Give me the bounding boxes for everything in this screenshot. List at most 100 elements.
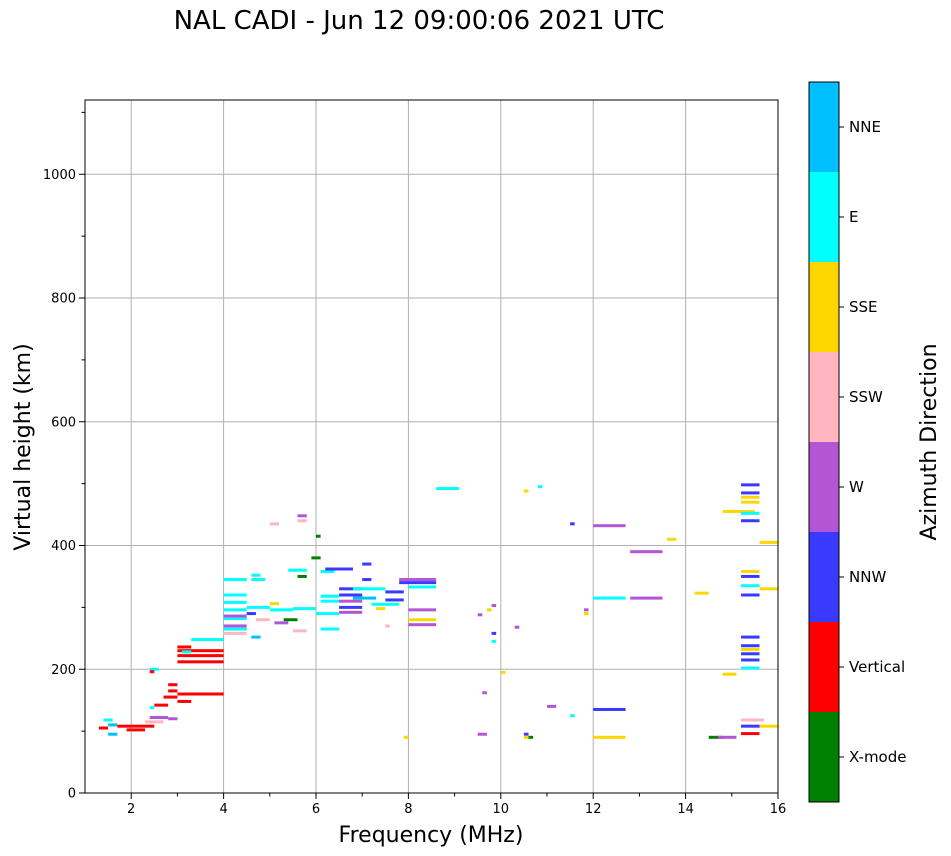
echo-mark-sse [759, 587, 778, 591]
echo-mark-sse [500, 670, 506, 674]
echo-mark-e [251, 578, 266, 582]
echo-mark-nnw [741, 652, 760, 656]
echo-traces [98, 483, 778, 739]
echo-mark-vertical [177, 654, 224, 658]
echo-mark-sse [759, 540, 778, 544]
echo-mark-w [223, 624, 247, 628]
echo-mark-sse [583, 612, 589, 616]
echo-mark-w [630, 596, 663, 600]
echo-mark-e [223, 617, 247, 621]
echo-mark-w [477, 613, 483, 617]
echo-mark-e [288, 568, 307, 572]
echo-mark-x-mode [297, 574, 307, 578]
echo-mark-e [223, 608, 247, 612]
echo-mark-vertical [168, 689, 178, 693]
colorbar-swatch-e [809, 172, 839, 262]
echo-mark-sse [593, 735, 626, 739]
echo-mark-nnw [741, 574, 760, 578]
echo-mark-nnw [741, 635, 760, 639]
y-tick-label: 200 [51, 663, 76, 678]
echo-mark-w [583, 608, 589, 612]
echo-mark-vertical [163, 695, 178, 699]
echo-mark-nnw [246, 612, 256, 616]
echo-mark-nnw [339, 593, 363, 597]
echo-mark-vertical [177, 699, 192, 703]
echo-mark-e [149, 706, 155, 710]
echo-mark-sse [408, 618, 437, 622]
echo-mark-sse [759, 724, 778, 728]
echo-mark-e [371, 602, 400, 606]
colorbar-tick-label: NNE [849, 118, 881, 136]
echo-mark-e [320, 627, 340, 631]
echo-mark-sse [722, 672, 737, 676]
echo-mark-w [514, 625, 520, 629]
echo-mark-sse [269, 602, 280, 606]
y-tick-label: 0 [68, 787, 76, 802]
echo-mark-ssw [385, 624, 390, 628]
colorbar-tick-label: NNW [849, 568, 886, 586]
echo-mark-vertical [168, 683, 178, 687]
echo-mark-e [320, 569, 335, 573]
echo-mark-ssw [297, 519, 307, 523]
echo-mark-e [103, 718, 113, 722]
echo-mark-w [477, 732, 487, 736]
echo-mark-w [149, 716, 169, 720]
echo-mark-vertical [98, 726, 109, 730]
echo-mark-x-mode [283, 618, 298, 622]
echo-mark-nnw [741, 593, 760, 597]
echo-mark-vertical [177, 660, 224, 664]
echo-mark-nnw [741, 483, 760, 487]
colorbar-swatch-vertical [809, 622, 839, 712]
echo-mark-e [741, 584, 760, 588]
echo-mark-sse [667, 537, 677, 541]
colorbar: X-mode Vertical NNW W SSW SSE E NNE [808, 81, 906, 803]
x-tick-label: 6 [312, 802, 320, 817]
echo-mark-e [223, 578, 247, 582]
echo-mark-w [717, 735, 737, 739]
echo-mark-w [223, 614, 247, 618]
y-tick-label: 800 [51, 292, 76, 307]
echo-mark-w [408, 608, 437, 612]
echo-mark-w [297, 514, 307, 518]
echo-mark-vertical [741, 732, 760, 736]
colorbar-label: Azimuth Direction [917, 343, 942, 540]
echo-mark-nnw [339, 605, 363, 609]
echo-mark-nne [251, 635, 261, 639]
colorbar-swatch-w [809, 442, 839, 532]
echo-mark-e [182, 650, 192, 654]
x-tick-label: 16 [770, 802, 787, 817]
echo-mark-w [491, 604, 497, 608]
x-tick-label: 4 [219, 802, 227, 817]
echo-mark-w [399, 578, 437, 582]
echo-mark-nnw [741, 519, 760, 523]
echo-mark-e [316, 612, 340, 616]
colorbar-tick-label: SSW [849, 388, 883, 406]
echo-mark-ssw [255, 618, 270, 622]
echo-mark-e [223, 600, 247, 604]
colorbar-swatch-sse [809, 262, 839, 352]
x-tick-label: 8 [404, 802, 412, 817]
echo-mark-ssw [269, 522, 280, 526]
echo-mark-vertical [177, 649, 224, 653]
colorbar-tick-label: SSE [849, 298, 878, 316]
colorbar-tick-label: E [849, 208, 858, 226]
echo-mark-sse [741, 495, 760, 499]
echo-mark-w [547, 704, 557, 708]
echo-mark-ssw [741, 718, 765, 722]
colorbar-tick-label: Vertical [849, 658, 905, 676]
x-tick-label: 14 [677, 802, 694, 817]
echo-mark-x-mode [708, 735, 723, 739]
echo-mark-e [223, 627, 247, 631]
y-tick-label: 600 [51, 415, 76, 430]
echo-mark-ssw [223, 631, 247, 635]
echo-mark-e [436, 487, 460, 491]
echo-mark-nnw [362, 578, 372, 582]
echo-mark-w [630, 550, 663, 554]
echo-mark-nnw [325, 567, 353, 571]
echo-mark-e [149, 667, 159, 671]
echo-mark-e [191, 638, 224, 642]
echo-mark-e [593, 596, 626, 600]
echo-mark-nnw [741, 658, 760, 662]
echo-mark-nne [108, 723, 118, 727]
echo-mark-x-mode [316, 534, 321, 538]
